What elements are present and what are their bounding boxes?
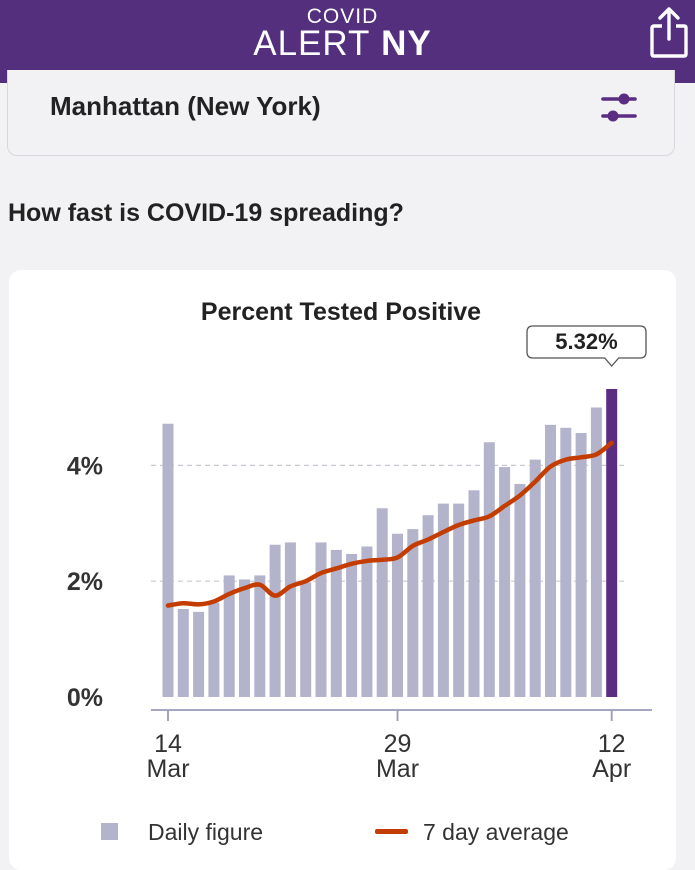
bar bbox=[606, 388, 618, 697]
bar bbox=[483, 442, 495, 697]
bar bbox=[437, 503, 449, 697]
chart-card: Percent Tested Positive 0% 2% 4% 14 Mar 29 Ma… bbox=[9, 270, 676, 870]
bar bbox=[407, 529, 419, 697]
legend-swatch-7-day-average bbox=[375, 829, 408, 834]
app-title-alert: ALERT bbox=[253, 24, 371, 63]
app-title-ny: NY bbox=[381, 24, 432, 63]
bar bbox=[529, 459, 541, 697]
callout-box bbox=[526, 325, 647, 367]
location-selector[interactable]: Manhattan (New York) bbox=[7, 70, 675, 156]
bar bbox=[300, 582, 312, 697]
bar bbox=[361, 546, 373, 697]
y-tick-label: 2% bbox=[67, 568, 103, 596]
bar bbox=[239, 579, 250, 697]
location-name: Manhattan (New York) bbox=[50, 91, 321, 121]
legend-swatch-daily bbox=[101, 823, 118, 840]
bar bbox=[284, 542, 296, 697]
bar bbox=[560, 427, 572, 697]
x-tick-month: Apr bbox=[592, 755, 631, 783]
legend-label-7-day-average: 7 day average bbox=[423, 819, 569, 845]
x-tick-day: 12 bbox=[598, 730, 626, 758]
percent-positive-chart: Percent Tested Positive 0%2%4% 14Mar29Ma… bbox=[67, 298, 652, 845]
bar bbox=[330, 549, 342, 697]
bar bbox=[269, 544, 281, 697]
sliders-icon[interactable] bbox=[601, 92, 637, 124]
bar bbox=[193, 611, 205, 697]
x-tick-month: Mar bbox=[146, 755, 189, 783]
bar bbox=[590, 407, 602, 697]
bar bbox=[392, 533, 403, 697]
bar bbox=[376, 508, 388, 697]
y-tick-label: 0% bbox=[67, 684, 103, 712]
bar bbox=[254, 575, 266, 697]
callout-value: 5.32% bbox=[555, 329, 617, 354]
y-axis: 0% 2% 4% bbox=[67, 452, 103, 712]
app-title-alert-ny: ALERT NY bbox=[0, 24, 685, 64]
y-tick-label: 4% bbox=[67, 452, 103, 480]
bar bbox=[468, 490, 480, 697]
bar bbox=[162, 423, 174, 697]
x-tick-month: Mar bbox=[376, 755, 419, 783]
bar bbox=[315, 542, 327, 697]
value-callout: 5.32% bbox=[526, 325, 647, 367]
bar bbox=[422, 515, 434, 697]
legend: Daily figure 7 day average bbox=[101, 819, 569, 845]
x-tick-day: 14 bbox=[154, 730, 182, 758]
share-icon[interactable] bbox=[648, 6, 690, 58]
bar bbox=[545, 424, 556, 697]
bar bbox=[575, 432, 587, 697]
bar bbox=[346, 553, 358, 697]
app-title-covid: COVID bbox=[306, 5, 379, 28]
bar bbox=[453, 503, 465, 697]
bar bbox=[208, 602, 220, 697]
bar bbox=[499, 467, 511, 697]
bar bbox=[177, 608, 189, 697]
x-tick-day: 29 bbox=[384, 730, 412, 758]
section-heading: How fast is COVID-19 spreading? bbox=[8, 199, 404, 227]
legend-label-daily: Daily figure bbox=[148, 819, 263, 845]
bar bbox=[223, 575, 235, 697]
bar bbox=[514, 483, 526, 697]
bars bbox=[162, 388, 618, 697]
app-header: COVID ALERT NY bbox=[0, 0, 695, 83]
series-line-7-day-average bbox=[165, 440, 614, 608]
chart-title: Percent Tested Positive bbox=[201, 298, 481, 326]
